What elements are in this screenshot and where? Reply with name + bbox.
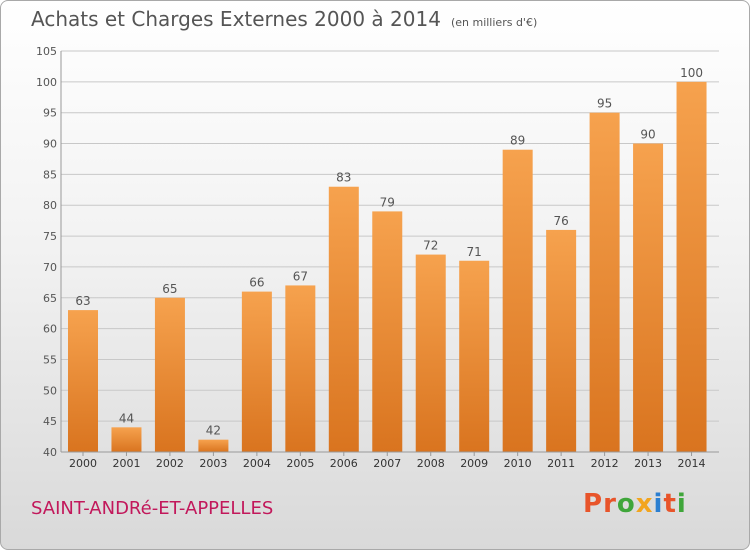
bar-2003 [198, 439, 229, 452]
data-label-2005: 67 [293, 269, 308, 283]
logo-letter: x [635, 489, 654, 519]
data-label-2009: 71 [467, 245, 482, 259]
data-labels: 63 44 65 42 66 67 83 79 72 71 89 76 95 90 100 [75, 66, 703, 438]
x-tick-label-2004: 2004 [243, 457, 271, 470]
y-tick-label: 45 [43, 415, 57, 428]
data-label-2002: 65 [162, 282, 177, 296]
bar-2002 [154, 297, 185, 452]
data-label-2010: 89 [510, 134, 525, 148]
proxiti-logo: Proxiti [583, 489, 687, 519]
chart-title-text: Achats et Charges Externes 2000 à 2014 [31, 7, 441, 31]
logo-letter: i [676, 489, 687, 519]
bar-2007 [372, 211, 403, 452]
x-tick-label-2008: 2008 [417, 457, 445, 470]
y-tick-label: 100 [36, 76, 57, 89]
x-tick-label-2011: 2011 [547, 457, 575, 470]
x-tick-label-2003: 2003 [199, 457, 227, 470]
y-tick-label: 40 [43, 446, 57, 459]
bar-2014 [676, 81, 707, 452]
data-label-2008: 72 [423, 239, 438, 253]
x-tick-label-2010: 2010 [504, 457, 532, 470]
data-label-2004: 66 [249, 276, 264, 290]
y-tick-label: 90 [43, 138, 57, 151]
data-label-2014: 100 [680, 66, 703, 80]
data-label-2007: 79 [380, 195, 395, 209]
logo-letter: i [653, 489, 664, 519]
bar-2001 [111, 427, 142, 452]
data-label-2013: 90 [640, 128, 655, 142]
x-tick-label-2002: 2002 [156, 457, 184, 470]
x-tick-label-2009: 2009 [460, 457, 488, 470]
y-tick-label: 95 [43, 107, 57, 120]
x-tick-label-2014: 2014 [678, 457, 706, 470]
y-tick-label: 105 [36, 45, 57, 58]
y-tick-label: 60 [43, 323, 57, 336]
y-tick-label: 80 [43, 199, 57, 212]
x-tick-label-2001: 2001 [112, 457, 140, 470]
bar-2011 [546, 229, 577, 452]
city-name: SAINT-ANDRé-ET-APPELLES [31, 498, 274, 519]
chart-title: Achats et Charges Externes 2000 à 2014 (e… [31, 7, 537, 31]
chart-unit: (en milliers d'€) [450, 16, 538, 29]
bar-2013 [633, 143, 664, 453]
bar-2005 [285, 285, 316, 452]
y-tick-label: 65 [43, 292, 57, 305]
data-label-2003: 42 [206, 424, 221, 438]
bar-2012 [589, 112, 620, 452]
bar-2004 [241, 291, 272, 452]
bar-2009 [459, 260, 490, 452]
logo-letter: t [663, 489, 677, 519]
data-label-2006: 83 [336, 171, 351, 185]
y-tick-label: 85 [43, 168, 57, 181]
x-tick-label-2005: 2005 [286, 457, 314, 470]
data-label-2000: 63 [75, 294, 90, 308]
bar-2000 [68, 310, 98, 452]
logo-letter: o [616, 489, 636, 519]
y-tick-label: 50 [43, 384, 57, 397]
bar-2008 [415, 254, 446, 452]
data-label-2001: 44 [119, 411, 134, 425]
x-tick-label-2013: 2013 [634, 457, 662, 470]
logo-letter: r [603, 489, 617, 519]
y-tick-label: 55 [43, 353, 57, 366]
bars [68, 81, 707, 453]
axes: 40 45 50 55 60 65 70 75 80 85 90 95 100 105 2000 2001 20… [36, 45, 719, 470]
y-tick-label: 75 [43, 230, 57, 243]
bar-2006 [328, 186, 359, 452]
bar-2010 [502, 149, 533, 452]
x-tick-label-2007: 2007 [373, 457, 401, 470]
x-tick-label-2000: 2000 [69, 457, 97, 470]
x-tick-label-2006: 2006 [330, 457, 358, 470]
logo-letter: P [583, 489, 604, 519]
data-label-2012: 95 [597, 97, 612, 111]
y-tick-label: 70 [43, 261, 57, 274]
x-tick-label-2012: 2012 [591, 457, 619, 470]
data-label-2011: 76 [553, 214, 568, 228]
